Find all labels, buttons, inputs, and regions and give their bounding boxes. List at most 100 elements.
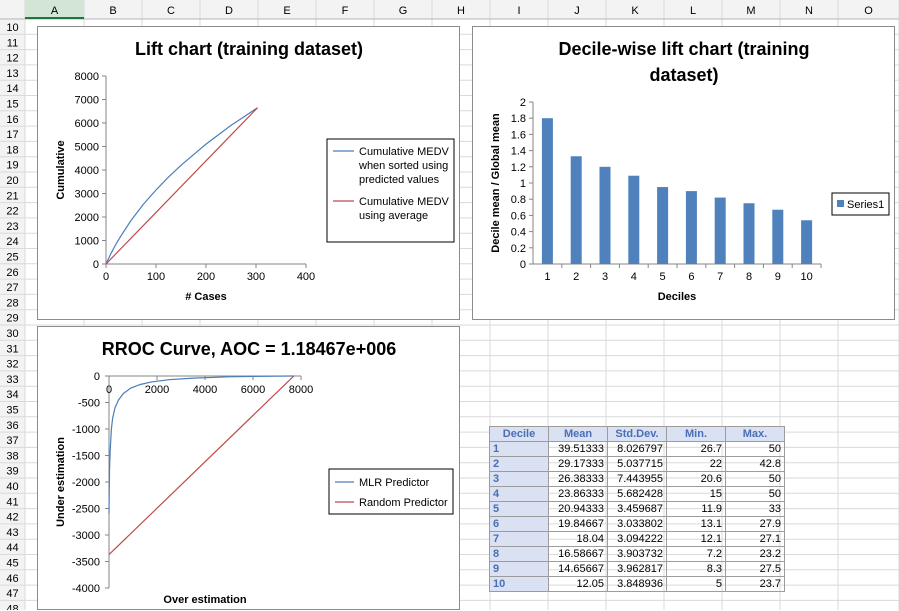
row-header-28[interactable]: 28	[6, 297, 18, 309]
value-cell[interactable]: 11.9	[666, 501, 726, 517]
row-header-20[interactable]: 20	[6, 175, 18, 187]
value-cell[interactable]: 12.1	[666, 531, 726, 547]
value-cell[interactable]: 50	[725, 471, 785, 487]
decile-cell[interactable]: 4	[489, 486, 549, 502]
row-header-21[interactable]: 21	[6, 190, 18, 202]
decile-cell[interactable]: 9	[489, 561, 549, 577]
row-header-39[interactable]: 39	[6, 466, 18, 478]
row-header-25[interactable]: 25	[6, 252, 18, 264]
row-header-32[interactable]: 32	[6, 359, 18, 371]
row-header-15[interactable]: 15	[6, 99, 18, 111]
row-header-26[interactable]: 26	[6, 267, 18, 279]
value-cell[interactable]: 23.7	[725, 576, 785, 592]
column-header-B[interactable]: B	[109, 5, 116, 17]
value-cell[interactable]: 7.443955	[607, 471, 667, 487]
column-header-O[interactable]: O	[864, 5, 873, 17]
value-cell[interactable]: 3.033802	[607, 516, 667, 532]
column-header-C[interactable]: C	[167, 5, 175, 17]
value-cell[interactable]: 8.3	[666, 561, 726, 577]
value-cell[interactable]: 3.962817	[607, 561, 667, 577]
decile-cell[interactable]: 8	[489, 546, 549, 562]
decile-cell[interactable]: 7	[489, 531, 549, 547]
value-cell[interactable]: 26.38333	[548, 471, 608, 487]
value-cell[interactable]: 42.8	[725, 456, 785, 472]
value-cell[interactable]: 7.2	[666, 546, 726, 562]
column-header-H[interactable]: H	[457, 5, 465, 17]
row-header-37[interactable]: 37	[6, 435, 18, 447]
row-header-38[interactable]: 38	[6, 450, 18, 462]
value-cell[interactable]: 33	[725, 501, 785, 517]
value-cell[interactable]: 20.94333	[548, 501, 608, 517]
column-header-N[interactable]: N	[805, 5, 813, 17]
decile-cell[interactable]: 5	[489, 501, 549, 517]
value-cell[interactable]: 13.1	[666, 516, 726, 532]
rroc-curve-chart[interactable]: RROC Curve, AOC = 1.18467e+006 0 -500 -1000…	[37, 326, 460, 610]
value-cell[interactable]: 3.903732	[607, 546, 667, 562]
column-header-K[interactable]: K	[631, 5, 639, 17]
row-header-24[interactable]: 24	[6, 236, 18, 248]
row-header-31[interactable]: 31	[6, 343, 18, 355]
value-cell[interactable]: 27.9	[725, 516, 785, 532]
column-header-J[interactable]: J	[574, 5, 580, 17]
row-header-19[interactable]: 19	[6, 160, 18, 172]
column-header-G[interactable]: G	[399, 5, 408, 17]
value-cell[interactable]: 39.51333	[548, 441, 608, 457]
column-header-I[interactable]: I	[517, 5, 520, 17]
row-header-13[interactable]: 13	[6, 68, 18, 80]
value-cell[interactable]: 15	[666, 486, 726, 502]
selected-column-header[interactable]	[25, 0, 84, 19]
value-cell[interactable]: 3.459687	[607, 501, 667, 517]
value-cell[interactable]: 14.65667	[548, 561, 608, 577]
row-header-10[interactable]: 10	[6, 22, 18, 34]
value-cell[interactable]: 3.848936	[607, 576, 667, 592]
value-cell[interactable]: 19.84667	[548, 516, 608, 532]
row-header-36[interactable]: 36	[6, 420, 18, 432]
value-cell[interactable]: 8.026797	[607, 441, 667, 457]
row-header-30[interactable]: 30	[6, 328, 18, 340]
column-header-E[interactable]: E	[283, 5, 290, 17]
decile-cell[interactable]: 3	[489, 471, 549, 487]
value-cell[interactable]: 5.682428	[607, 486, 667, 502]
column-header-D[interactable]: D	[225, 5, 233, 17]
value-cell[interactable]: 29.17333	[548, 456, 608, 472]
lift-chart[interactable]: Lift chart (training dataset) 0 1000 2000 30…	[37, 26, 460, 320]
value-cell[interactable]: 22	[666, 456, 726, 472]
row-header-16[interactable]: 16	[6, 114, 18, 126]
row-header-48[interactable]: 48	[6, 603, 18, 610]
decile-lift-chart[interactable]: Decile-wise lift chart (training dataset)…	[472, 26, 895, 320]
column-header-M[interactable]: M	[746, 5, 755, 17]
row-header-17[interactable]: 17	[6, 129, 18, 141]
row-header-18[interactable]: 18	[6, 144, 18, 156]
row-header-27[interactable]: 27	[6, 282, 18, 294]
row-header-45[interactable]: 45	[6, 558, 18, 570]
decile-cell[interactable]: 10	[489, 576, 549, 592]
value-cell[interactable]: 5	[666, 576, 726, 592]
value-cell[interactable]: 23.2	[725, 546, 785, 562]
row-header-12[interactable]: 12	[6, 53, 18, 65]
row-header-14[interactable]: 14	[6, 83, 18, 95]
value-cell[interactable]: 16.58667	[548, 546, 608, 562]
row-header-47[interactable]: 47	[6, 588, 18, 600]
value-cell[interactable]: 20.6	[666, 471, 726, 487]
row-header-23[interactable]: 23	[6, 221, 18, 233]
value-cell[interactable]: 18.04	[548, 531, 608, 547]
decile-cell[interactable]: 2	[489, 456, 549, 472]
column-header-L[interactable]: L	[690, 5, 696, 17]
value-cell[interactable]: 23.86333	[548, 486, 608, 502]
row-header-35[interactable]: 35	[6, 405, 18, 417]
row-header-42[interactable]: 42	[6, 512, 18, 524]
value-cell[interactable]: 3.094222	[607, 531, 667, 547]
row-header-44[interactable]: 44	[6, 542, 18, 554]
decile-cell[interactable]: 1	[489, 441, 549, 457]
row-header-29[interactable]: 29	[6, 313, 18, 325]
row-header-34[interactable]: 34	[6, 389, 18, 401]
value-cell[interactable]: 5.037715	[607, 456, 667, 472]
value-cell[interactable]: 27.5	[725, 561, 785, 577]
column-header-A[interactable]: A	[51, 5, 59, 17]
row-header-43[interactable]: 43	[6, 527, 18, 539]
value-cell[interactable]: 50	[725, 486, 785, 502]
row-header-41[interactable]: 41	[6, 496, 18, 508]
column-header-F[interactable]: F	[342, 5, 349, 17]
row-header-46[interactable]: 46	[6, 573, 18, 585]
value-cell[interactable]: 50	[725, 441, 785, 457]
